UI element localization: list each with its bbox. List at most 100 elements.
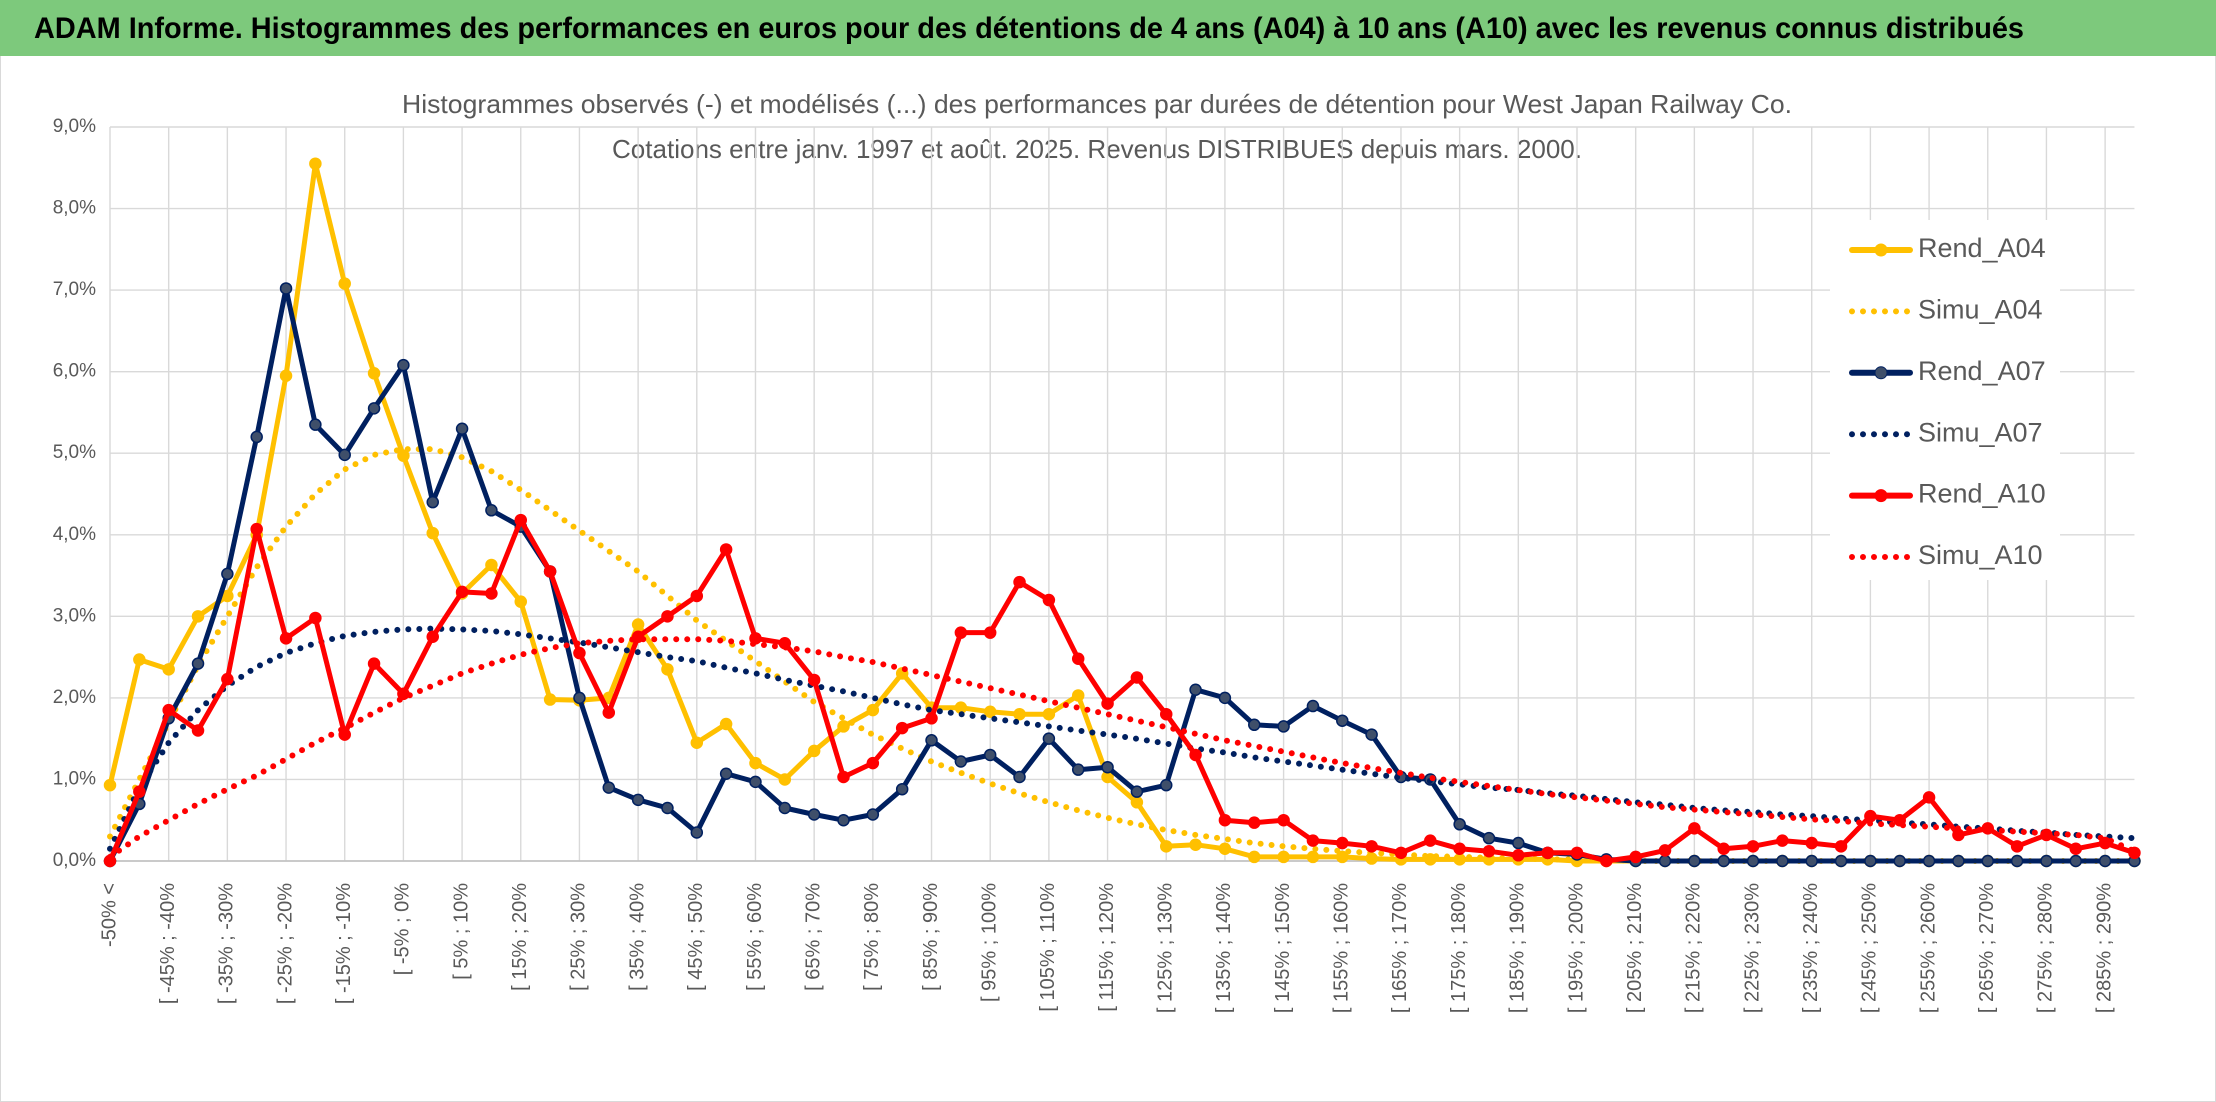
x-tick-label: [ 125% ; 130% [1155, 883, 1177, 1013]
point [1746, 840, 1760, 853]
point [2040, 854, 2053, 868]
x-tick-label: [ 45% ; 50% [685, 883, 707, 991]
y-tick-label: 5,0% [53, 442, 96, 463]
x-tick-label: [ 115% ; 120% [1096, 883, 1118, 1012]
point [1189, 748, 1202, 762]
x-tick-label: -50% < [98, 883, 120, 947]
x-tick-label: [ -45% ; -40% [157, 883, 179, 1004]
point [1306, 834, 1320, 847]
point [485, 504, 498, 517]
point [279, 369, 293, 382]
header-title: ADAM Informe. Histogrammes des performan… [34, 12, 2024, 45]
point [719, 767, 733, 780]
legend-label: Rend_A07 [1918, 356, 2046, 386]
point [1981, 854, 1995, 868]
point [2069, 854, 2083, 868]
point [1805, 836, 1818, 850]
point [455, 422, 469, 436]
x-tick-label: [ 285% ; 290% [2093, 883, 2115, 1013]
x-tick-label: [ 235% ; 240% [1800, 883, 1822, 1013]
y-tick-label: 4,0% [53, 524, 96, 545]
point [778, 773, 792, 786]
point [1746, 854, 1760, 868]
x-tick-label: [ -35% ; -30% [216, 883, 238, 1004]
point [925, 712, 938, 725]
legend-marker [1874, 489, 1888, 503]
point [690, 736, 704, 749]
x-tick-label: [ 105% ; 110% [1037, 883, 1059, 1012]
point [1013, 575, 1026, 589]
point [1717, 842, 1730, 856]
x-tick-label: [ 95% ; 100% [978, 883, 1000, 1002]
point [1922, 791, 1936, 804]
legend-marker [1874, 243, 1888, 257]
point [1658, 844, 1672, 857]
point [1248, 718, 1261, 732]
point [1776, 854, 1789, 868]
x-tick-label: [ 5% ; 10% [450, 883, 472, 980]
point [1834, 854, 1848, 868]
x-tick-label: [ 225% ; 230% [1741, 883, 1763, 1013]
point [1130, 785, 1144, 798]
legend-label: Rend_A04 [1918, 233, 2046, 263]
point [162, 663, 175, 676]
point [1248, 816, 1261, 829]
chart-subtitle: Cotations entre janv. 1997 et août. 2025… [612, 134, 1582, 164]
x-tick-label: [ 255% ; 260% [1917, 883, 1939, 1013]
point [250, 522, 263, 536]
x-tick-label: [ 185% ; 190% [1507, 883, 1529, 1013]
point [1189, 838, 1202, 851]
y-tick-label: 7,0% [53, 279, 96, 300]
series-line [107, 517, 2137, 864]
point [1218, 842, 1232, 856]
legend-marker [1874, 366, 1888, 380]
point [895, 782, 909, 796]
point [1042, 593, 1056, 607]
point [1541, 846, 1554, 860]
point [983, 626, 997, 639]
point [309, 418, 322, 431]
point [1600, 854, 1613, 868]
point [866, 703, 880, 717]
point [485, 587, 498, 600]
x-tick-label: [ 25% ; 30% [568, 883, 590, 991]
point [807, 808, 821, 821]
x-tick-label: [ -15% ; -10% [333, 883, 355, 1004]
point [397, 358, 410, 372]
point [1336, 850, 1349, 864]
point [2069, 842, 2083, 856]
x-tick-label: [ 175% ; 180% [1448, 883, 1470, 1013]
point [250, 430, 263, 444]
point [1453, 818, 1466, 831]
point [807, 744, 821, 758]
point [367, 402, 381, 415]
point [954, 626, 968, 639]
point [1658, 854, 1672, 868]
point [1071, 689, 1085, 702]
point [1482, 844, 1496, 858]
point [103, 778, 117, 792]
point [837, 770, 850, 784]
point [1570, 846, 1584, 860]
point [866, 756, 880, 770]
point [895, 721, 909, 735]
point [661, 610, 674, 623]
point [1218, 691, 1232, 705]
point [1365, 840, 1378, 853]
point [279, 632, 293, 645]
point [1013, 707, 1026, 721]
point [1805, 854, 1818, 868]
point [1159, 778, 1173, 792]
point [1159, 707, 1173, 721]
point [1864, 854, 1877, 868]
point [191, 657, 205, 670]
x-tick-label: [ 85% ; 90% [920, 883, 942, 991]
point [1277, 813, 1290, 827]
point [1424, 834, 1437, 847]
point [1130, 671, 1144, 684]
x-tick-label: [ 145% ; 150% [1272, 883, 1294, 1013]
point [1688, 822, 1701, 835]
point [1189, 683, 1202, 696]
